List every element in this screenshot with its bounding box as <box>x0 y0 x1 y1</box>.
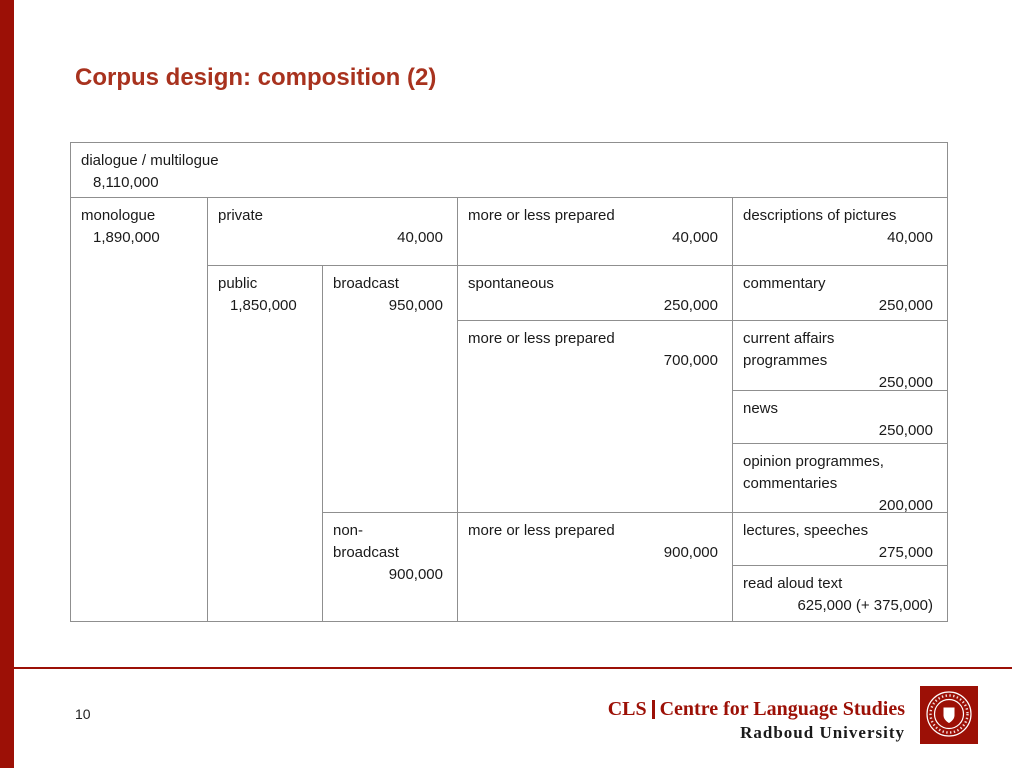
cell-value: 250,000 <box>878 421 933 439</box>
cell-value: 1,890,000 <box>93 228 160 246</box>
cell-value: 275,000 <box>878 543 933 561</box>
table-cell-descriptions: descriptions of pictures 40,000 <box>733 198 947 266</box>
table-cell-prepared-40: more or less prepared 40,000 <box>458 198 733 266</box>
cell-label: dialogue / multilogue <box>81 152 219 169</box>
cell-label: more or less prepared <box>468 330 615 347</box>
cell-label: spontaneous <box>468 275 554 292</box>
cell-label: read aloud text <box>743 575 843 592</box>
cell-label: monologue <box>81 207 156 224</box>
cell-value: 40,000 <box>887 228 933 246</box>
cell-label: news <box>743 400 779 417</box>
table-cell-news: news 250,000 <box>733 391 947 444</box>
table-cell-prepared-900: more or less prepared 900,000 <box>458 513 733 621</box>
cell-value: 200,000 <box>878 496 933 513</box>
cell-value: 900,000 <box>663 543 718 561</box>
cell-label: private <box>218 207 264 224</box>
cell-value: 250,000 <box>878 373 933 391</box>
table-cell-spontaneous: spontaneous 250,000 <box>458 266 733 321</box>
seal-graphic <box>926 691 972 737</box>
table-cell-commentary: commentary 250,000 <box>733 266 947 321</box>
cell-value: 8,110,000 <box>93 173 159 191</box>
footer-divider <box>0 667 1012 669</box>
table-cell-current-affairs: current affairs programmes 250,000 <box>733 321 947 391</box>
logo-university-name: Radboud University <box>740 723 905 742</box>
page-number: 10 <box>75 706 91 722</box>
cell-label: broadcast <box>333 275 399 292</box>
cell-label: current affairs programmes <box>743 330 835 369</box>
table-cell-broadcast: broadcast 950,000 <box>323 266 458 513</box>
table-cell-monologue: monologue 1,890,000 <box>71 198 208 621</box>
cell-label: more or less prepared <box>468 207 615 224</box>
cell-label: descriptions of pictures <box>743 207 897 224</box>
cell-value: 250,000 <box>663 296 718 314</box>
table-cell-dialogue: dialogue / multilogue 8,110,000 <box>71 143 947 198</box>
table-cell-lectures: lectures, speeches 275,000 <box>733 513 947 566</box>
page-title: Corpus design: composition (2) <box>75 64 437 91</box>
table-cell-prepared-700: more or less prepared 700,000 <box>458 321 733 513</box>
cell-value: 950,000 <box>388 296 443 314</box>
logo-line-cls: CLS Centre for Language Studies <box>608 698 905 721</box>
cell-label: lectures, speeches <box>743 522 869 539</box>
cell-label: public <box>218 275 258 292</box>
cell-value: 900,000 <box>388 565 443 583</box>
cell-label: more or less prepared <box>468 522 615 539</box>
logo-centre-name: Centre for Language Studies <box>659 698 905 720</box>
logo-cls-abbrev: CLS <box>607 698 647 720</box>
cell-label: non- broadcast <box>333 522 399 561</box>
cell-value: 40,000 <box>397 228 443 246</box>
table-cell-private: private 40,000 <box>208 198 458 266</box>
cell-value: 250,000 <box>878 296 933 314</box>
table-cell-public: public 1,850,000 <box>208 266 323 621</box>
table-cell-non-broadcast: non- broadcast 900,000 <box>323 513 458 621</box>
left-accent-bar <box>0 0 14 768</box>
cls-logo-wordmark: CLS Centre for Language Studies Radboud … <box>608 698 905 743</box>
table-cell-read-aloud: read aloud text 625,000 (+ 375,000) <box>733 566 947 621</box>
cell-value: 625,000 (+ 375,000) <box>797 596 933 614</box>
composition-table: dialogue / multilogue 8,110,000 monologu… <box>70 142 948 622</box>
radboud-seal-icon <box>920 686 978 744</box>
cell-label: opinion programmes, commentaries <box>743 453 884 492</box>
logo-divider <box>651 700 655 719</box>
cell-value: 1,850,000 <box>230 296 297 314</box>
table-cell-opinion: opinion programmes, commentaries 200,000 <box>733 444 947 513</box>
cell-value: 40,000 <box>672 228 718 246</box>
cell-value: 700,000 <box>663 351 718 369</box>
cell-label: commentary <box>743 275 826 292</box>
